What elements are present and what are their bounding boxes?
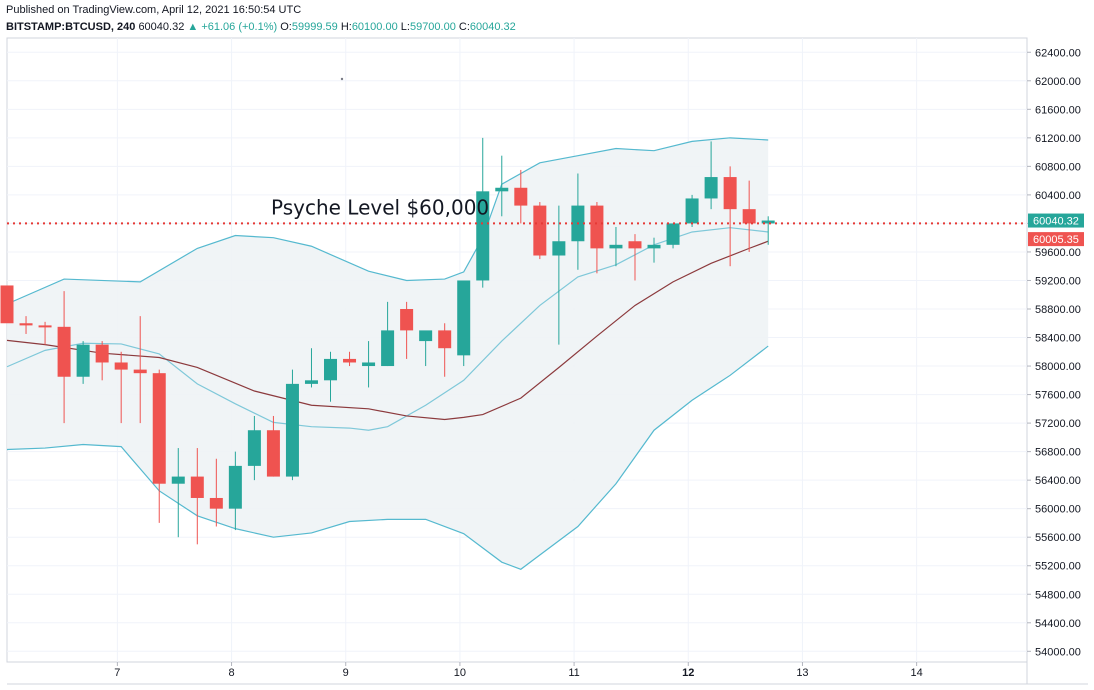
time-tick-label: 13 <box>796 667 808 679</box>
time-tick-label: 14 <box>911 667 923 679</box>
candle-body-down <box>742 209 756 224</box>
price-tick-label: 58400.00 <box>1035 333 1081 345</box>
candle-body-down <box>38 325 52 328</box>
price-tick-label: 54800.00 <box>1035 589 1081 601</box>
price-tick-label: 62400.00 <box>1035 47 1081 59</box>
band-lower-line <box>6 345 769 570</box>
candle-body-down <box>57 326 71 377</box>
candle-body-down <box>190 476 204 498</box>
reference-layer: Psyche Level $60,000 <box>7 77 1027 225</box>
candle-body-up <box>304 380 318 384</box>
legend-last: 60040.32 <box>138 21 185 33</box>
time-axis[interactable]: 7 8 9 10 11 12 13 14 <box>114 662 923 679</box>
candle-body-up <box>76 344 90 377</box>
price-tick-label: 59600.00 <box>1035 247 1081 259</box>
candle-body-up <box>285 383 299 477</box>
candle-body-down <box>19 323 33 326</box>
candle-body-up <box>704 177 718 199</box>
price-tick-label: 55600.00 <box>1035 532 1081 544</box>
candle-body-down <box>266 430 280 477</box>
stray-dot <box>340 77 344 81</box>
candle-body-down <box>95 344 109 363</box>
price-label-box <box>1028 232 1084 247</box>
time-tick-label: 8 <box>228 667 234 679</box>
time-tick-label: 12 <box>682 667 694 679</box>
price-tick-label: 55200.00 <box>1035 561 1081 573</box>
candle-body-up <box>247 430 261 466</box>
candle-body-up <box>362 362 376 367</box>
candle-body-up <box>495 187 509 192</box>
candle-body-down <box>343 358 357 363</box>
time-tick-label: 9 <box>343 667 349 679</box>
time-tick-label: 7 <box>114 667 120 679</box>
legend-low-label: L: <box>400 21 410 33</box>
psyche-level-annotation: Psyche Level $60,000 <box>271 195 489 219</box>
candle-body-up <box>609 244 623 249</box>
candle-body-up <box>476 191 490 281</box>
price-tick-label: 56400.00 <box>1035 475 1081 487</box>
price-axis[interactable]: 54000.00 54400.00 54800.00 55200.00 55600.00… <box>1027 47 1084 658</box>
candle-body-down <box>400 308 414 331</box>
price-tick-label: 57600.00 <box>1035 390 1081 402</box>
candle-body-down <box>152 373 166 484</box>
legend-high: 60100.00 <box>351 21 398 33</box>
time-tick-label: 11 <box>568 667 579 679</box>
price-label-box <box>1028 213 1084 228</box>
candle-body-down <box>590 205 604 249</box>
time-tick-label: 10 <box>454 667 466 679</box>
price-label-text: 60005.35 <box>1033 234 1079 246</box>
legend-close: 60040.32 <box>469 21 516 33</box>
candle-body-up <box>552 241 566 256</box>
published-caption: Published on TradingView.com, April 12, … <box>6 4 302 16</box>
candle-body-up <box>666 223 680 245</box>
candle-body-down <box>628 241 642 249</box>
price-tick-label: 61600.00 <box>1035 104 1081 116</box>
legend-open: 59999.59 <box>291 21 338 33</box>
price-tick-label: 56800.00 <box>1035 447 1081 459</box>
price-tick-label: 60400.00 <box>1035 190 1081 202</box>
price-tick-label: 54400.00 <box>1035 618 1081 630</box>
candle-body-up <box>324 358 338 381</box>
candle-body-up <box>685 198 699 224</box>
candle-body-down <box>114 362 128 370</box>
moving-average-line <box>6 240 769 421</box>
legend-open-label: O: <box>280 21 292 33</box>
candle-body-down <box>533 205 547 256</box>
candle-body-down <box>0 285 14 324</box>
candle-body-down <box>209 497 223 509</box>
candle-body-up <box>647 244 661 249</box>
candle-body-up <box>228 465 242 509</box>
legend-symbol: BITSTAMP:BTCUSD, 240 <box>6 21 136 33</box>
price-tick-label: 54000.00 <box>1035 646 1081 658</box>
candle-body-down <box>514 187 528 206</box>
candle-body-up <box>381 330 395 367</box>
candle-body-up <box>761 220 775 224</box>
legend-low: 59700.00 <box>409 21 456 33</box>
symbol-legend: BITSTAMP:BTCUSD, 240 60040.32 ▲ +61.06 (… <box>6 21 516 33</box>
legend-high-label: H: <box>340 21 352 33</box>
price-tick-label: 56000.00 <box>1035 504 1081 516</box>
candle-body-down <box>723 177 737 210</box>
candle-body-up <box>419 330 433 342</box>
price-tick-label: 57200.00 <box>1035 418 1081 430</box>
price-tick-label: 59200.00 <box>1035 275 1081 287</box>
candle-body-up <box>171 476 185 484</box>
price-tick-label: 58000.00 <box>1035 361 1081 373</box>
price-tick-label: 60800.00 <box>1035 161 1081 173</box>
legend-change: ▲ +61.06 (+0.1%) <box>187 21 278 33</box>
price-tick-label: 62000.00 <box>1035 76 1081 88</box>
candle-body-up <box>457 280 471 356</box>
price-tick-label: 61200.00 <box>1035 133 1081 145</box>
candle-body-down <box>438 330 452 349</box>
candle-body-down <box>133 369 147 374</box>
price-tick-label: 58800.00 <box>1035 304 1081 316</box>
legend-close-label: C: <box>458 21 470 33</box>
band-upper-line <box>6 137 769 305</box>
price-label-text: 60040.32 <box>1033 216 1079 228</box>
candles <box>0 137 775 545</box>
